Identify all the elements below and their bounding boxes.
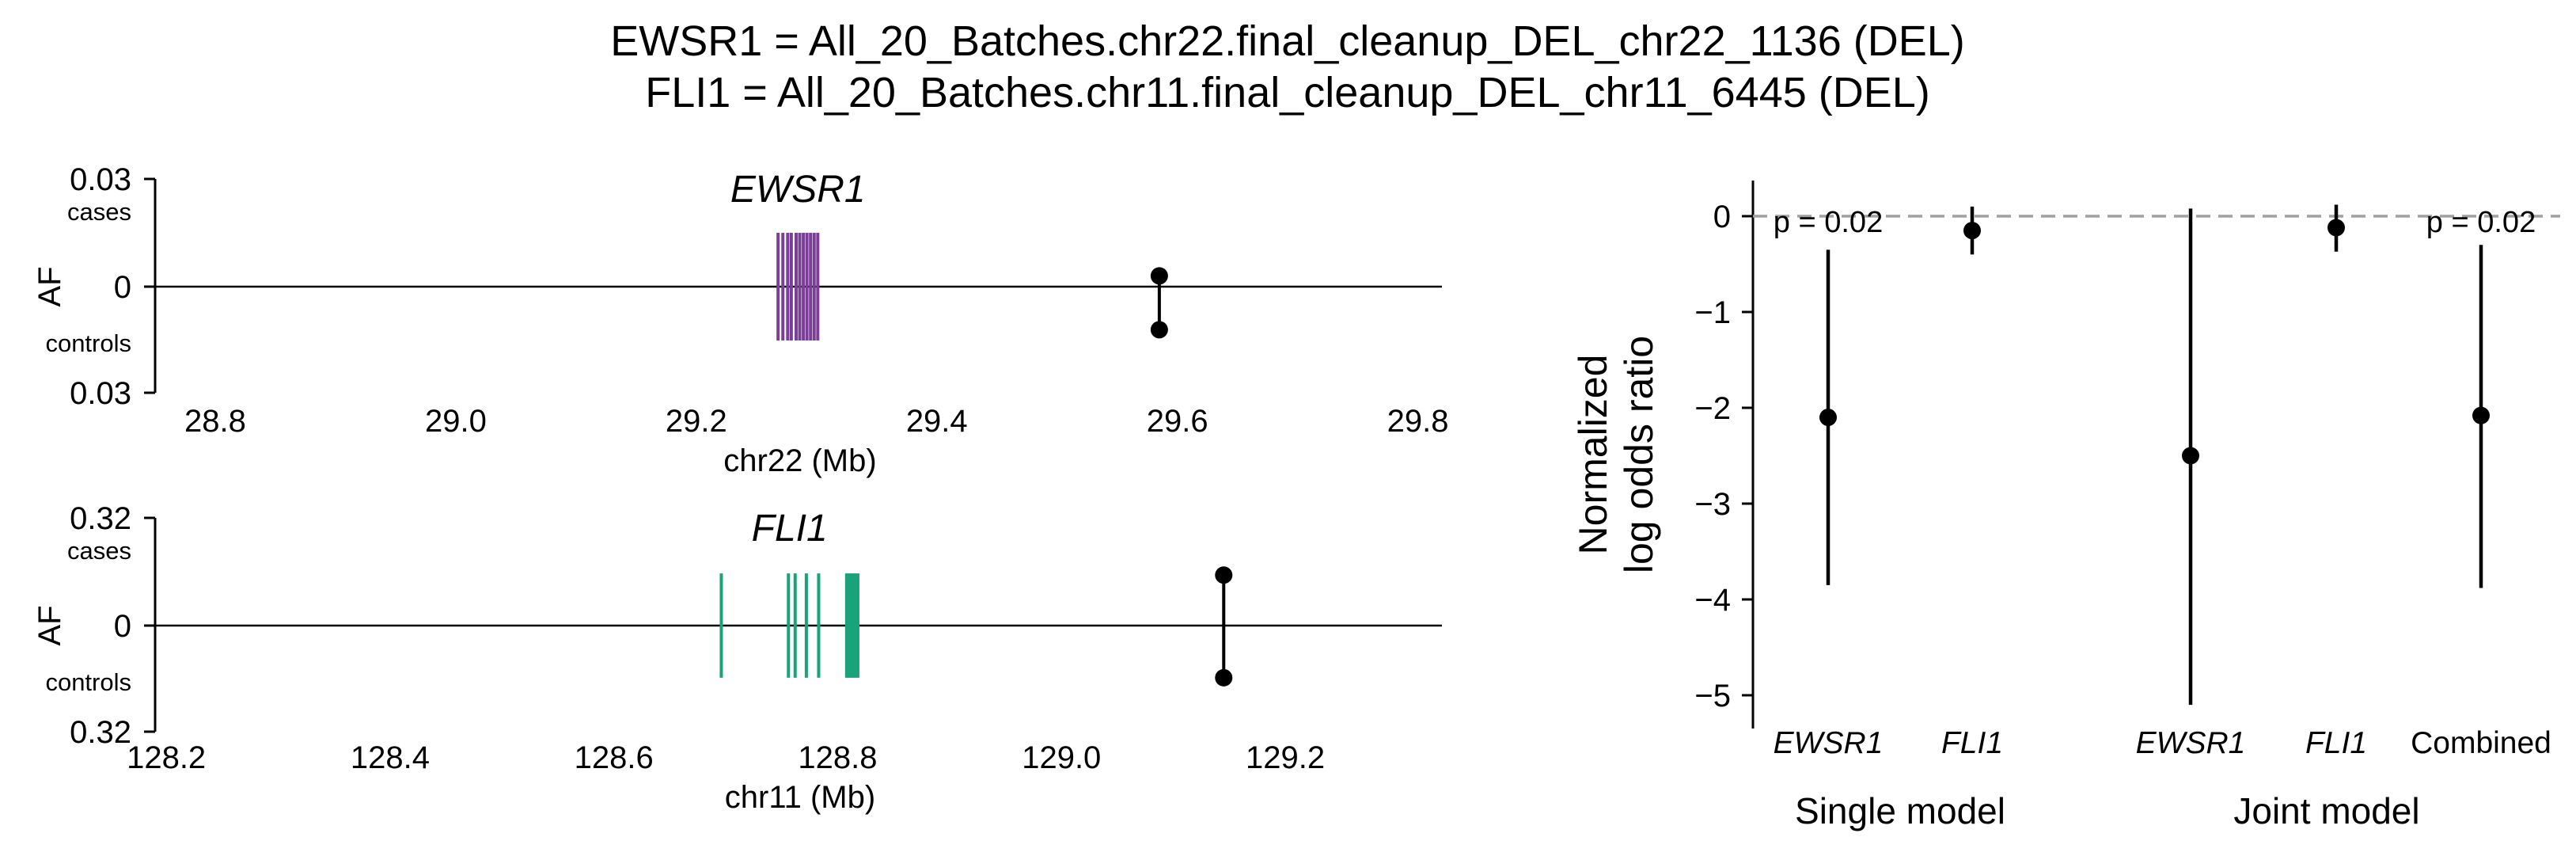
lower-label: controls [45, 329, 131, 357]
y-tick-label: −3 [1694, 487, 1731, 522]
x-tick-label: 128.4 [351, 740, 430, 775]
figure-title-line2: FLI1 = All_20_Batches.chr11.final_cleanu… [645, 69, 1930, 116]
estimate-point [1963, 222, 1981, 240]
case-af-point [1215, 566, 1233, 584]
gene-label: EWSR1 [730, 169, 866, 211]
y-tick-label: −2 [1694, 391, 1731, 426]
y-axis-label: AF [32, 605, 67, 645]
x-tick-label: 29.6 [1147, 404, 1208, 439]
x-tick-label: 28.8 [184, 404, 246, 439]
figure-title-line1: EWSR1 = All_20_Batches.chr22.final_clean… [610, 17, 1965, 65]
category-label: FLI1 [1941, 726, 2003, 760]
category-label: EWSR1 [2136, 726, 2246, 760]
y-tick-label-zero: 0 [114, 270, 131, 305]
y-tick-label-zero: 0 [114, 609, 131, 644]
lower-label: controls [45, 668, 131, 696]
control-af-point [1150, 321, 1168, 339]
estimate-point [2472, 406, 2490, 424]
p-value-label: p = 0.02 [1774, 206, 1883, 239]
y-axis-label: AF [32, 266, 67, 306]
category-label: Combined [2411, 726, 2551, 760]
y-axis-label-line1: Normalized [1571, 355, 1615, 555]
control-af-point [1215, 668, 1233, 687]
x-tick-label: 128.8 [798, 740, 877, 775]
y-tick-label: −5 [1694, 679, 1731, 713]
y-axis-label-line2: log odds ratio [1617, 336, 1661, 573]
x-tick-label: 129.0 [1022, 740, 1101, 775]
group-label-single: Single model [1795, 790, 2005, 831]
y-tick-label-bottom: 0.03 [70, 376, 131, 411]
log-odds-panel: 0 −1 −2 −3 −4 −5 Normalized log odds ratio p = 0… [1571, 181, 2560, 831]
y-tick-label-top: 0.32 [70, 501, 131, 536]
category-label: EWSR1 [1774, 726, 1884, 760]
y-tick-label-top: 0.03 [70, 162, 131, 197]
estimate-point [2328, 219, 2345, 237]
y-tick-label: −4 [1694, 583, 1731, 618]
x-axis-label: chr11 (Mb) [725, 780, 875, 815]
x-tick-label: 128.6 [575, 740, 654, 775]
x-tick-label: 29.0 [425, 404, 487, 439]
category-label: FLI1 [2305, 726, 2367, 760]
upper-label: cases [67, 537, 131, 565]
x-tick-label: 129.2 [1246, 740, 1325, 775]
y-tick-label: 0 [1713, 200, 1731, 234]
x-tick-label: 29.2 [666, 404, 727, 439]
y-tick-label-bottom: 0.32 [70, 715, 131, 750]
estimate-point [1819, 409, 1837, 427]
case-af-point [1150, 267, 1168, 285]
y-tick-label: −1 [1694, 295, 1731, 330]
p-value-label: p = 0.02 [2426, 206, 2536, 239]
x-tick-label: 128.2 [127, 740, 206, 775]
group-label-joint: Joint model [2233, 790, 2419, 831]
x-axis-label: chr22 (Mb) [723, 443, 876, 478]
upper-label: cases [67, 198, 131, 226]
estimate-point [2182, 447, 2199, 465]
x-tick-label: 29.8 [1387, 404, 1449, 439]
gene-label: FLI1 [752, 508, 828, 550]
x-tick-label: 29.4 [906, 404, 968, 439]
